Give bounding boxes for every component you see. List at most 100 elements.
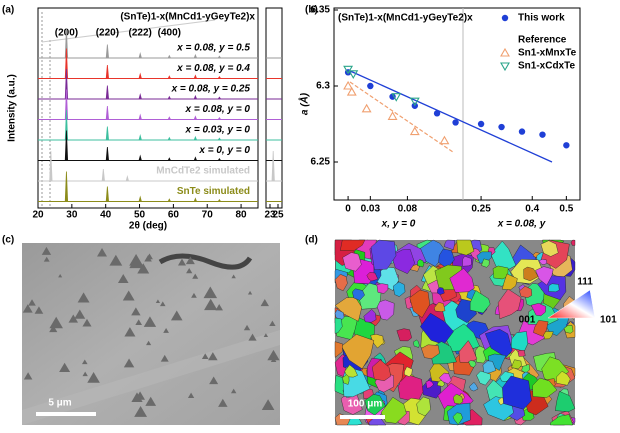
- grain: [380, 396, 407, 424]
- precipitate: [23, 372, 33, 380]
- precipitate: [231, 274, 236, 279]
- peak: [64, 171, 69, 202]
- peak: [138, 195, 142, 202]
- grain: [342, 374, 350, 385]
- data-point: [348, 70, 359, 79]
- precipitate: [122, 290, 135, 301]
- data-point: [439, 135, 450, 145]
- peak: [167, 136, 172, 141]
- grain: [404, 366, 413, 377]
- precipitate: [74, 309, 86, 319]
- y-tick-label: 6.35: [311, 5, 331, 16]
- precipitate: [170, 310, 183, 321]
- orientation-label: 001: [519, 315, 536, 326]
- trace-label: x = 0.08, y = 0.5: [176, 43, 250, 54]
- peak: [193, 53, 198, 59]
- peak: [193, 94, 198, 100]
- grain: [396, 328, 412, 342]
- precipitate: [43, 256, 50, 262]
- grain: [366, 271, 379, 282]
- grain: [352, 288, 365, 301]
- grain: [468, 360, 477, 368]
- data-point: [452, 119, 459, 126]
- grain: [482, 360, 497, 374]
- grain: [437, 287, 445, 295]
- guide-line: [41, 19, 216, 43]
- precipitate: [123, 358, 135, 368]
- peak: [101, 168, 105, 182]
- plot-frame: [265, 7, 283, 209]
- grain: [488, 353, 507, 371]
- grain: [342, 252, 362, 272]
- grain: [476, 370, 491, 386]
- legend-label: Sn1-xMnxTe: [518, 48, 577, 59]
- peak: [167, 54, 172, 59]
- precipitate: [270, 357, 277, 362]
- precipitate: [131, 392, 143, 402]
- peak: [217, 137, 222, 141]
- precipitate: [260, 299, 269, 307]
- precipitate: [144, 255, 152, 262]
- x-tick-label: 20: [32, 210, 44, 221]
- legend-marker: [501, 14, 509, 22]
- precipitate: [131, 307, 141, 316]
- x-tick-label: 80: [236, 210, 248, 221]
- peak: [138, 113, 142, 120]
- data-point: [433, 110, 441, 117]
- grain: [540, 240, 559, 257]
- grain: [550, 414, 574, 426]
- precipitate: [134, 405, 148, 417]
- precipitate: [160, 354, 169, 362]
- peak: [193, 197, 198, 202]
- precipitate: [117, 273, 129, 283]
- legend-label: Sn1-xCdxTe: [518, 61, 575, 72]
- peak: [167, 157, 172, 161]
- grain: [497, 288, 522, 320]
- precipitate: [124, 327, 136, 337]
- panel-title: (SnTe)1-x(MnCd1-yGeyTe2)x: [338, 13, 473, 24]
- precipitate: [267, 349, 280, 361]
- precipitate: [185, 256, 195, 265]
- precipitate: [155, 299, 161, 304]
- precipitate: [159, 301, 166, 307]
- scale-bar-label: 5 μm: [48, 398, 71, 409]
- data-point: [387, 111, 398, 120]
- grain: [511, 359, 522, 370]
- scale-bar: [36, 412, 96, 416]
- precipitate: [109, 254, 123, 266]
- grain: [413, 339, 420, 348]
- peak: [105, 44, 110, 59]
- peak: [125, 174, 130, 182]
- trace-label: x = 0.03, y = 0: [185, 125, 251, 136]
- data-point: [539, 131, 546, 138]
- precipitate: [177, 258, 187, 266]
- peak: [105, 186, 110, 202]
- x-tick-label: 0.25: [471, 204, 491, 215]
- x-tick-label: 25: [272, 210, 284, 221]
- grain: [452, 412, 463, 426]
- peak: [217, 157, 222, 161]
- grain: [376, 283, 389, 294]
- precipitate: [209, 376, 219, 385]
- precipitate: [145, 396, 157, 406]
- plot-frame: [37, 7, 259, 209]
- trace-label: x = 0.08, y = 0.25: [171, 84, 251, 95]
- x-tick-label: 60: [168, 210, 180, 221]
- precipitate: [77, 292, 90, 303]
- x-tick-label: 23: [264, 210, 276, 221]
- peak: [64, 130, 69, 161]
- legend-marker: [500, 47, 510, 57]
- precipitate: [192, 273, 199, 279]
- peak: [217, 116, 222, 120]
- legend-heading: Reference: [518, 35, 567, 46]
- x-tick-label: 70: [202, 210, 214, 221]
- grain: [392, 281, 406, 297]
- fit-line: [347, 69, 553, 163]
- peak: [193, 74, 198, 79]
- precipitate: [28, 299, 36, 306]
- precipitate: [87, 372, 100, 383]
- precipitate: [146, 340, 152, 346]
- data-point: [343, 65, 354, 75]
- peak: [49, 150, 53, 182]
- precipitate: [137, 263, 150, 274]
